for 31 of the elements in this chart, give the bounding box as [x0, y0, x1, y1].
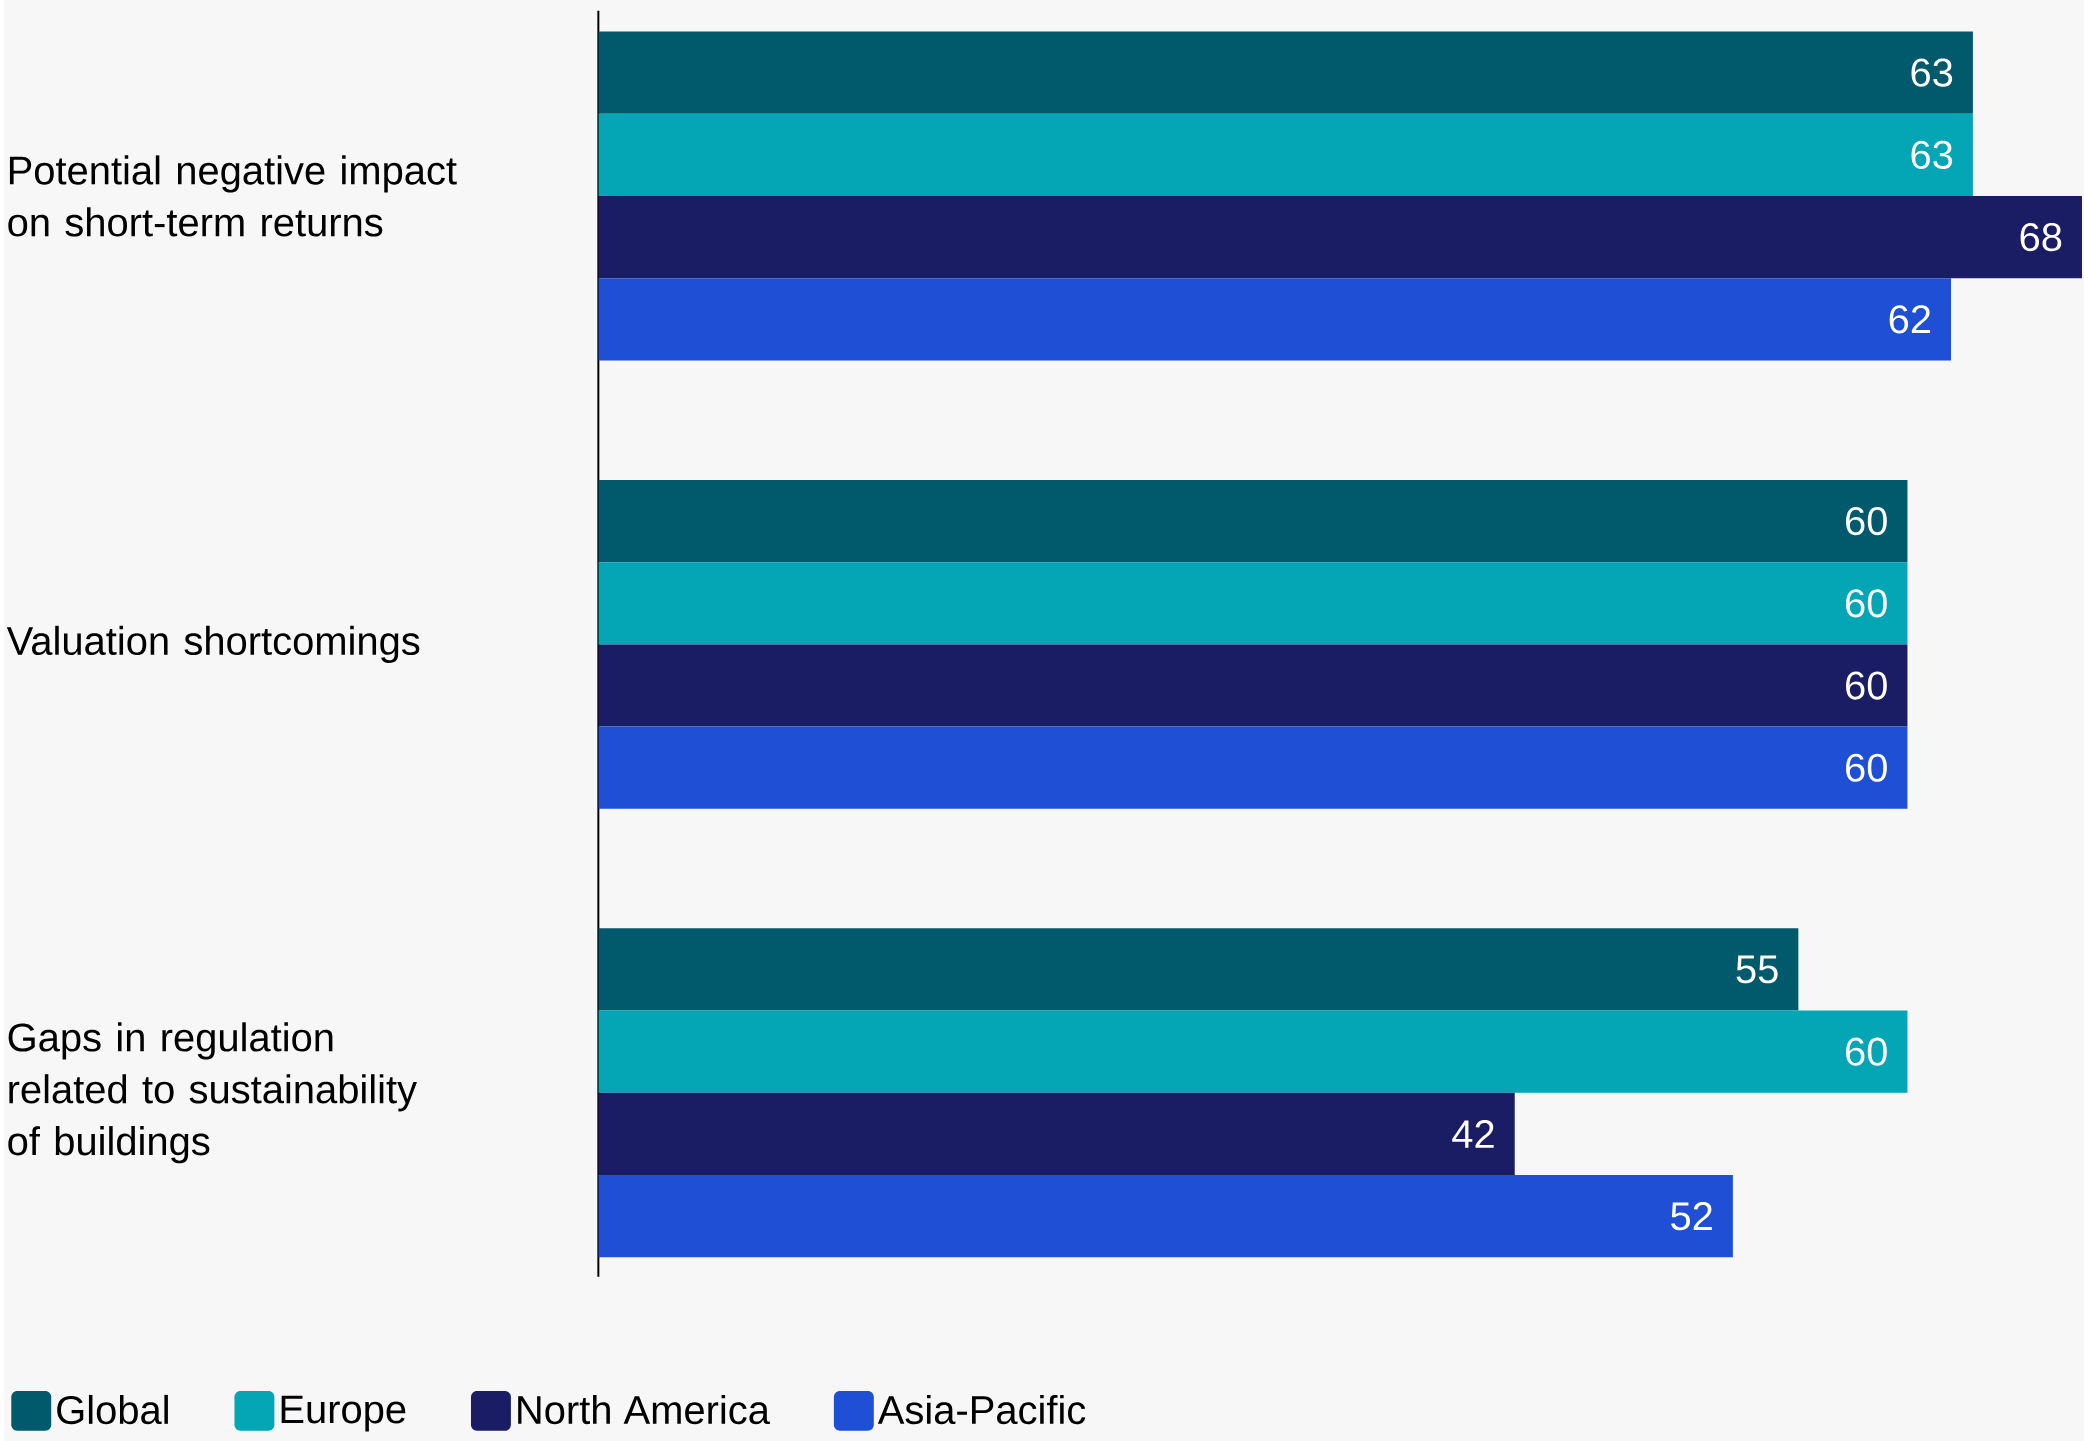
bar — [598, 1010, 1908, 1093]
bar — [598, 195, 2082, 279]
data-label: 60 — [1846, 753, 1887, 782]
bar — [598, 562, 1908, 645]
legend-label: Asia-Pacific — [877, 1394, 1086, 1425]
data-label: 60 — [1846, 1037, 1887, 1066]
legend-label: North America — [518, 1394, 770, 1425]
data-label: 62 — [1889, 305, 1931, 334]
bar — [598, 1092, 1515, 1175]
bar — [598, 113, 1973, 196]
data-label: 42 — [1452, 1119, 1494, 1148]
data-label: 63 — [1911, 140, 1953, 169]
bar — [598, 31, 1973, 114]
y-tick-label: Potential negative impact on short-term returns — [8, 155, 457, 237]
bar — [598, 726, 1908, 809]
bar — [598, 928, 1799, 1011]
data-label: 68 — [2020, 222, 2062, 252]
data-label: 60 — [1846, 589, 1887, 618]
bar — [598, 479, 1908, 563]
data-label: 60 — [1846, 671, 1887, 700]
legend-label: Global — [57, 1394, 168, 1425]
y-tick-label: Gaps in regulation related to sustainability of buildings — [8, 1022, 417, 1164]
bar — [598, 278, 1952, 361]
bar — [598, 644, 1908, 727]
y-tick-label: Valuation shortcomings — [6, 625, 420, 663]
data-label: 63 — [1911, 58, 1953, 87]
bar — [598, 1174, 1733, 1258]
legend-label: Europe — [281, 1395, 406, 1432]
data-label: 60 — [1846, 506, 1887, 536]
data-label: 55 — [1736, 955, 1778, 984]
data-label: 52 — [1671, 1201, 1712, 1231]
